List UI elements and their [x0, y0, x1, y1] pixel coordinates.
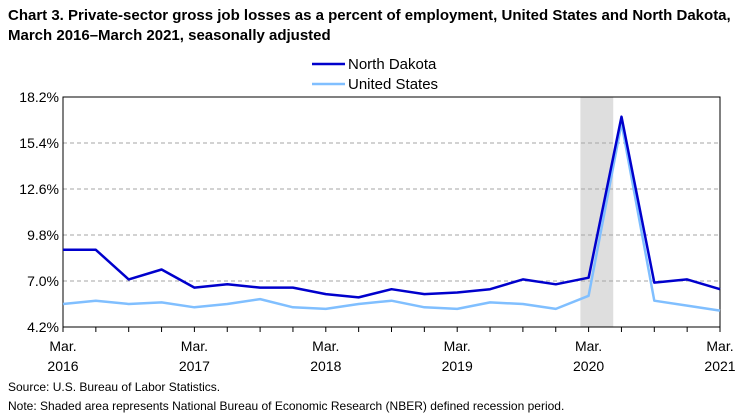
x-tick-label: 2020	[573, 358, 604, 374]
y-tick-label: 15.4%	[19, 135, 59, 151]
y-tick-label: 18.2%	[19, 89, 59, 105]
series-line-north-dakota	[63, 115, 721, 299]
x-tick-label: Mar.	[312, 338, 339, 354]
recession-note: Note: Shaded area represents National Bu…	[8, 399, 565, 413]
chart-title: Chart 3. Private-sector gross job losses…	[8, 7, 731, 44]
x-tick-label: 2016	[47, 358, 78, 374]
legend-label-north-dakota: North Dakota	[348, 56, 437, 73]
x-tick-label: Mar.	[575, 338, 602, 354]
x-tick-label: Mar.	[444, 338, 471, 354]
x-tick-label: 2017	[179, 358, 210, 374]
recession-shading	[580, 97, 614, 327]
x-tick-label: Mar.	[706, 338, 733, 354]
x-tick-label: Mar.	[181, 338, 208, 354]
x-tick-label: Mar.	[49, 338, 76, 354]
x-tick-label: 2019	[442, 358, 473, 374]
y-tick-label: 4.2%	[27, 319, 59, 335]
x-tick-label: 2018	[310, 358, 341, 374]
y-tick-label: 9.8%	[27, 227, 59, 243]
legend-label-united-states: United States	[348, 76, 438, 93]
y-tick-label: 12.6%	[19, 181, 59, 197]
x-tick-label: 2021	[704, 358, 735, 374]
plot-frame	[62, 96, 721, 328]
source-note: Source: U.S. Bureau of Labor Statistics.	[8, 380, 221, 394]
y-tick-label: 7.0%	[27, 273, 59, 289]
series-line-united-states	[62, 122, 721, 312]
